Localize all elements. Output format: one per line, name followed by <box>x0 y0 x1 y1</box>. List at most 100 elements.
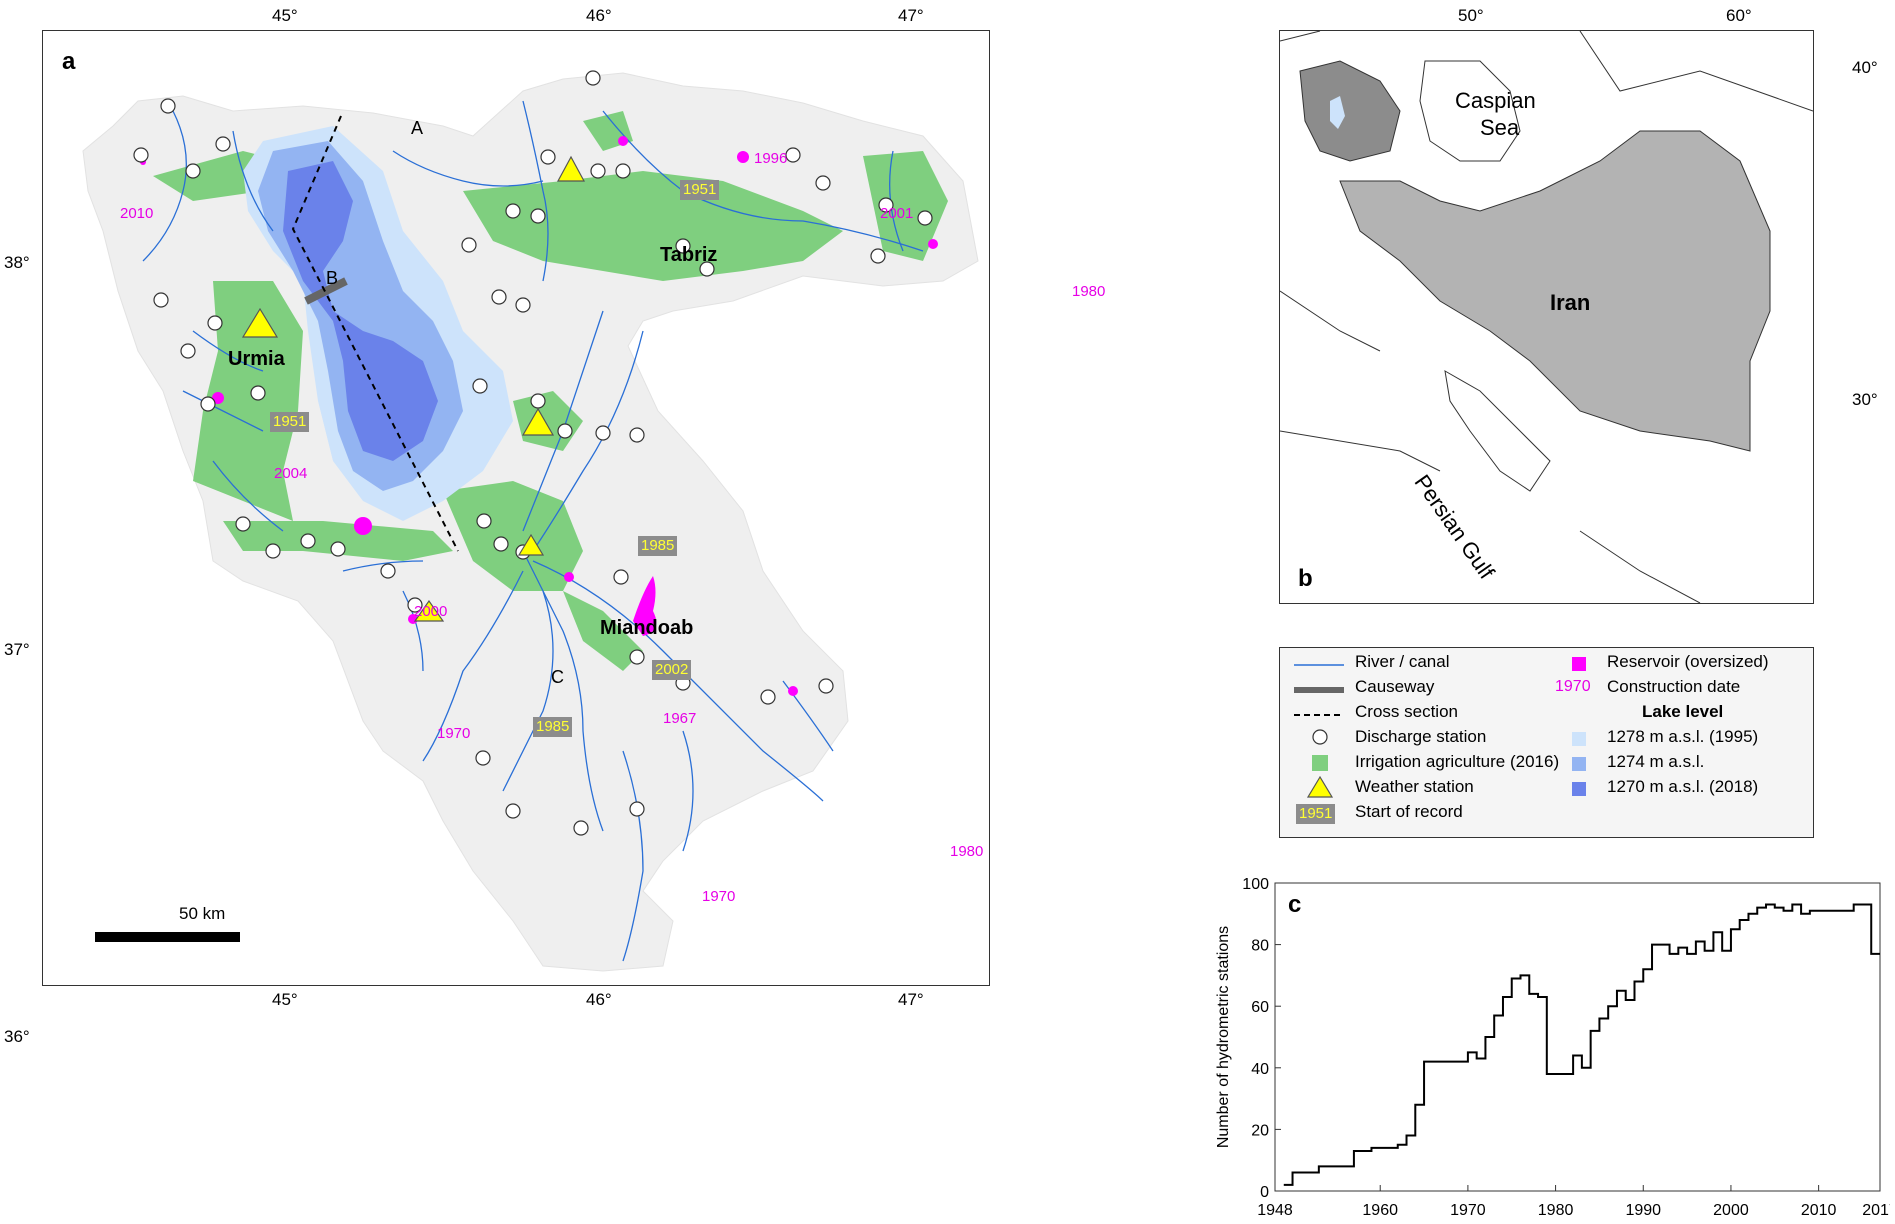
caspian-sea <box>1419 60 1521 162</box>
panel-a-letter: a <box>62 48 76 75</box>
record-start-box: 1951 <box>680 180 720 200</box>
legend-symbol-lake-1274 <box>1572 757 1586 771</box>
legend-label-causeway: Causeway <box>1355 677 1435 696</box>
panel-b-letter: b <box>1298 565 1313 592</box>
inset-map-panel-b <box>1279 30 1814 604</box>
iran-country <box>1339 130 1771 452</box>
yellow-triangle-icon <box>1307 776 1333 798</box>
reservoir-date: 2001 <box>880 205 914 222</box>
legend-label-weather: Weather station <box>1355 777 1474 796</box>
legend-symbol-irrigation <box>1312 755 1328 771</box>
irrigation-patches <box>153 111 948 671</box>
inset-lat-tick-40: 40° <box>1852 58 1878 77</box>
inset-map <box>1280 31 1813 603</box>
lon-tick-45-bottom: 45° <box>272 990 298 1009</box>
legend-symbol-lake-1270 <box>1572 782 1586 796</box>
chart-frame <box>1274 882 1881 1192</box>
station-count-chart: 0 20 40 60 80 100 1948 1960 1970 1980 1990 2000 201… <box>1215 876 1890 1219</box>
legend-date-sample: 1970 <box>1555 678 1591 695</box>
legend-label-discharge: Discharge station <box>1355 727 1487 746</box>
legend-label-start: Start of record <box>1355 802 1463 821</box>
record-start-box: 1985 <box>533 717 573 737</box>
lat-tick-38: 38° <box>4 253 30 272</box>
lon-tick-47-bottom: 47° <box>898 990 924 1009</box>
legend-symbol-river <box>1294 664 1344 666</box>
legend-symbol-causeway <box>1294 687 1344 693</box>
legend-label-river: River / canal <box>1355 652 1450 671</box>
caspian-label-line2: Sea <box>1480 115 1520 140</box>
scale-bar <box>95 932 240 942</box>
persian-gulf <box>1444 370 1551 492</box>
lon-tick-47: 47° <box>898 6 924 25</box>
cross-section-c: C <box>551 667 564 687</box>
legend-label-lake-1278: 1278 m a.s.l. (1995) <box>1607 727 1759 746</box>
caspian-label-line1: Caspian <box>1455 88 1536 113</box>
weather-stations <box>241 155 586 622</box>
x-tick-label: 1948 <box>1257 1202 1293 1219</box>
lon-tick-46-bottom: 46° <box>586 990 612 1009</box>
y-tick-label: 20 <box>1251 1122 1269 1139</box>
x-tick-label: 2000 <box>1713 1202 1749 1219</box>
x-tick-label: 2017 <box>1862 1202 1890 1219</box>
legend-symbol-lake-1278 <box>1572 732 1586 746</box>
y-tick-label: 40 <box>1251 1061 1269 1078</box>
lon-tick-45: 45° <box>272 6 298 25</box>
legend-label-irrigation: Irrigation agriculture (2016) <box>1355 752 1560 771</box>
reservoir-date: 2010 <box>120 205 154 222</box>
causeway <box>304 277 348 305</box>
legend-lake-level-heading: Lake level <box>1642 702 1724 721</box>
legend: River / canal Causeway Cross section Dis… <box>1279 647 1814 838</box>
record-start-box: 2002 <box>652 660 692 680</box>
lat-tick-36: 36° <box>4 1027 30 1046</box>
x-tick-label: 2010 <box>1801 1202 1837 1219</box>
x-axis: 1948 1960 1970 1980 1990 2000 2010 2017 <box>1257 1185 1890 1219</box>
y-axis-label: Number of hydrometric stations <box>1215 926 1232 1148</box>
legend-label-lake-1270: 1270 m a.s.l. (2018) <box>1607 777 1759 796</box>
x-tick-label: 1960 <box>1362 1202 1398 1219</box>
y-tick-label: 80 <box>1251 938 1269 955</box>
legend-symbol-reservoir <box>1572 657 1586 671</box>
city-miandoab: Miandoab <box>600 617 694 639</box>
x-tick-label: 1970 <box>1450 1202 1486 1219</box>
reservoir-date: 1970 <box>437 725 471 742</box>
legend-label-lake-1274: 1274 m a.s.l. <box>1607 752 1705 771</box>
cross-section-a: A <box>411 118 424 138</box>
legend-symbol-cross-section <box>1294 714 1344 716</box>
y-tick-label: 100 <box>1242 876 1269 893</box>
y-tick-label: 60 <box>1251 999 1269 1016</box>
panel-c-letter: c <box>1288 891 1301 918</box>
y-tick-label: 0 <box>1260 1184 1269 1201</box>
open-circle-icon <box>1312 729 1328 745</box>
cross-section-line <box>291 115 459 552</box>
inset-lon-tick-50: 50° <box>1458 6 1484 25</box>
reservoir-date: 1967 <box>663 710 697 727</box>
record-start-box: 1951 <box>270 412 310 432</box>
city-urmia: Urmia <box>228 348 285 370</box>
inset-lat-tick-30: 30° <box>1852 390 1878 409</box>
inset-lon-tick-60: 60° <box>1726 6 1752 25</box>
basin-map <box>82 70 979 972</box>
x-tick-label: 1980 <box>1538 1202 1574 1219</box>
lake-1270 <box>283 161 438 461</box>
legend-label-cross-section: Cross section <box>1355 702 1458 721</box>
reservoir-date: 1980 <box>1072 283 1106 300</box>
lon-tick-46: 46° <box>586 6 612 25</box>
reservoir-date: 1980 <box>950 843 984 860</box>
y-axis: 0 20 40 60 80 100 <box>1242 876 1281 1201</box>
lat-tick-37: 37° <box>4 640 30 659</box>
legend-label-reservoir: Reservoir (oversized) <box>1607 652 1769 671</box>
reservoir-date: 1996 <box>754 150 788 167</box>
reservoirs <box>140 136 938 696</box>
discharge-stations <box>133 70 933 836</box>
cross-section-b: B <box>326 268 339 288</box>
reservoir-date: 2004 <box>274 465 308 482</box>
basin-region <box>1299 60 1401 162</box>
iran-label: Iran <box>1550 290 1591 315</box>
reservoir-date: 1970 <box>702 888 736 905</box>
scale-bar-label: 50 km <box>179 904 226 923</box>
city-tabriz: Tabriz <box>660 244 718 266</box>
reservoir-date: 2000 <box>414 603 448 620</box>
legend-label-construction: Construction date <box>1607 677 1741 696</box>
lake-urmia-inset <box>1330 96 1345 129</box>
record-start-box: 1985 <box>638 536 678 556</box>
